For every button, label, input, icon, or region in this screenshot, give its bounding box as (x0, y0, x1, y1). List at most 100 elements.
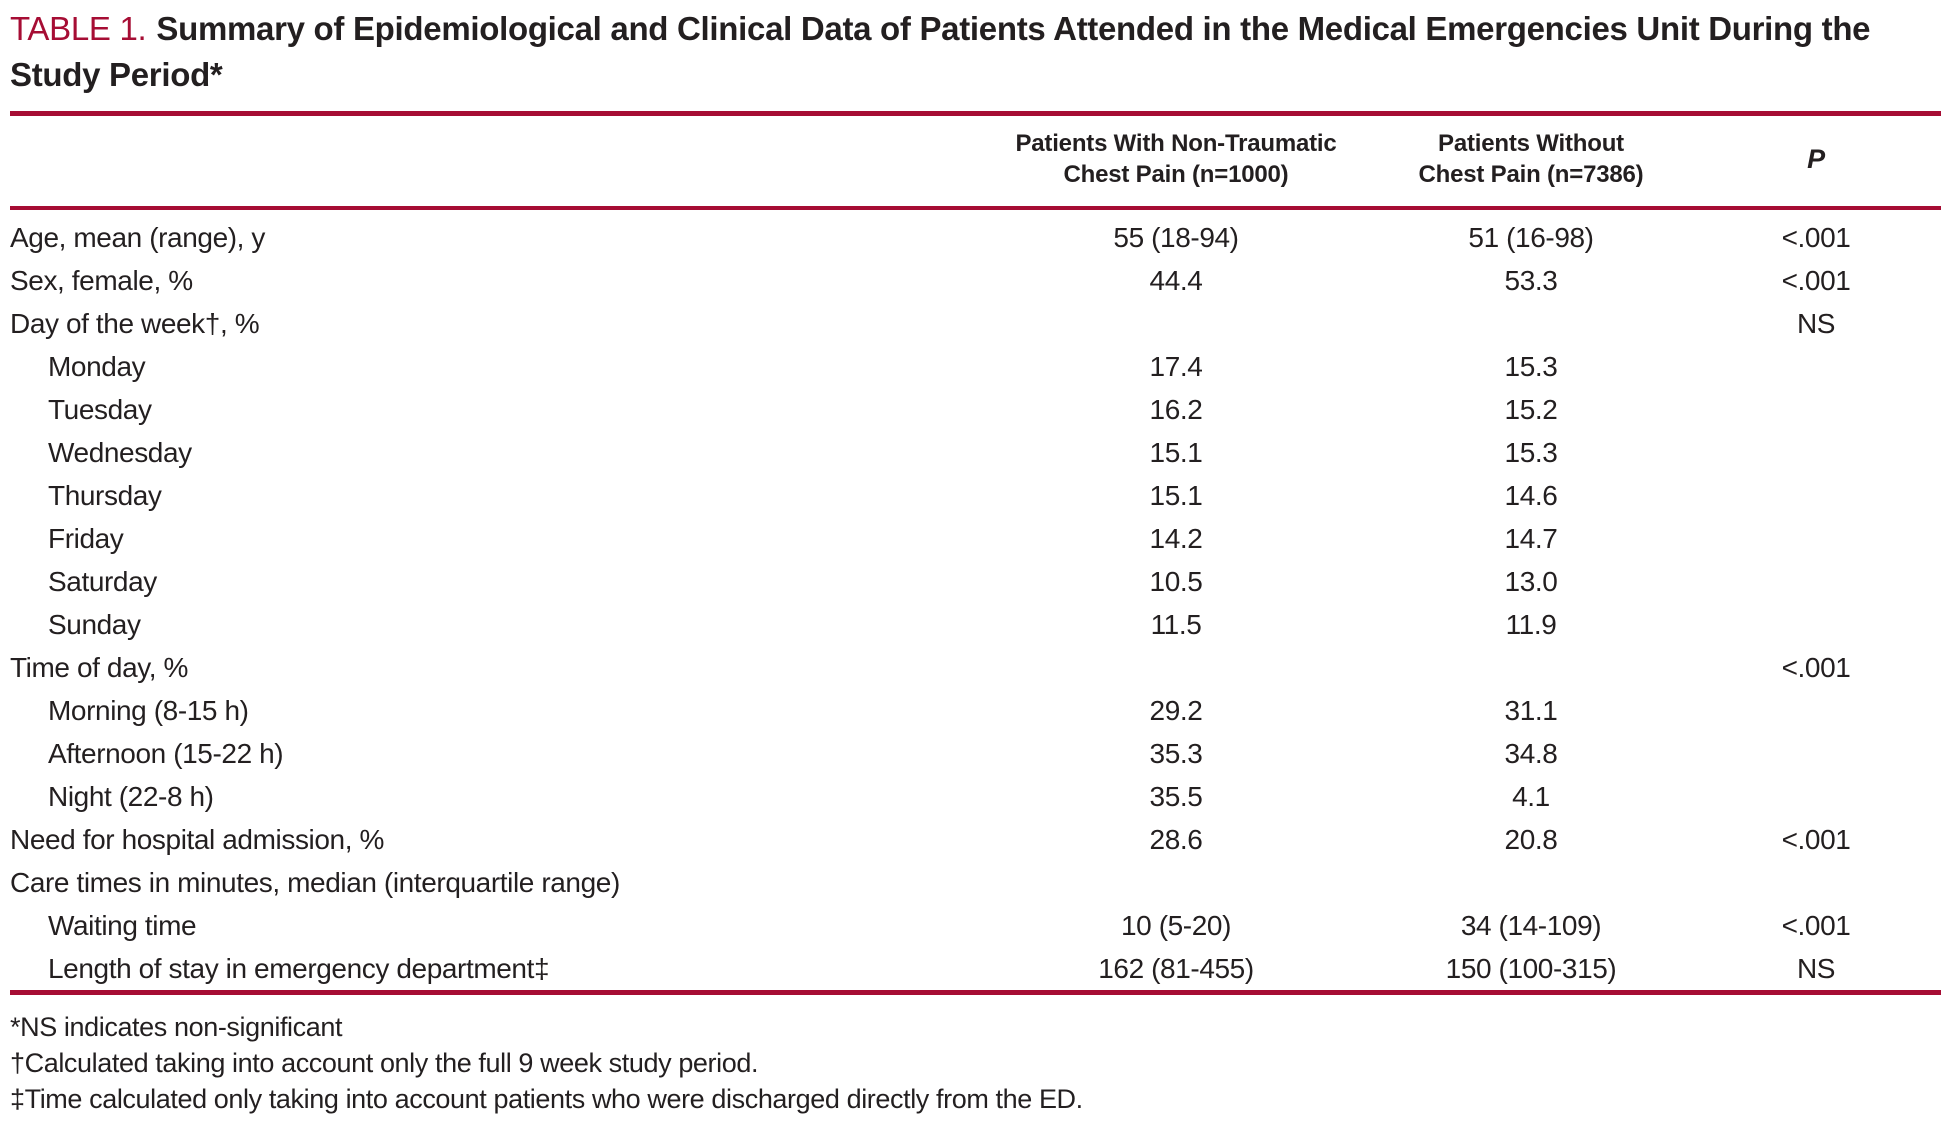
table-row: Thursday 15.1 14.6 (10, 474, 1941, 517)
column-header-line: Chest Pain (n=1000) (1063, 161, 1289, 188)
p-value: NS (1796, 308, 1836, 339)
value-nochestpain: 31.1 (1504, 695, 1558, 726)
table-row: Morning (8-15 h) 29.2 31.1 (10, 689, 1941, 732)
table-row: Day of the week†, % NS (10, 302, 1941, 345)
value-nontraumatic: 16.2 (1149, 394, 1203, 425)
table-row: Waiting time 10 (5-20) 34 (14-109) <.001 (10, 904, 1941, 947)
value-nontraumatic: 15.1 (1149, 437, 1203, 468)
p-value: <.001 (1781, 222, 1851, 253)
p-value (1691, 431, 1941, 474)
value-nontraumatic (981, 302, 1371, 345)
column-header-rowlabels (10, 114, 981, 209)
value-nochestpain (1371, 302, 1691, 345)
value-nontraumatic: 11.5 (1150, 609, 1202, 640)
row-label: Afternoon (15-22 h) (48, 738, 284, 769)
table-row: Age, mean (range), y 55 (18-94) 51 (16-98)… (10, 208, 1941, 259)
p-value: <.001 (1781, 265, 1851, 296)
value-nochestpain (1371, 646, 1691, 689)
p-value: <.001 (1781, 910, 1851, 941)
footnote-dagger: †Calculated taking into account only the… (10, 1048, 759, 1078)
table-row: Care times in minutes, median (interquar… (10, 861, 1941, 904)
value-nontraumatic: 15.1 (1149, 480, 1203, 511)
table-row: Length of stay in emergency department‡ 1… (10, 947, 1941, 993)
value-nontraumatic (981, 646, 1371, 689)
value-nontraumatic: 35.3 (1149, 738, 1203, 769)
value-nontraumatic: 17.4 (1149, 351, 1203, 382)
value-nochestpain: 15.3 (1504, 351, 1558, 382)
table-number-label: TABLE 1. (10, 10, 147, 47)
row-label: Monday (48, 351, 146, 382)
row-label: Wednesday (48, 437, 192, 468)
table-row: Sex, female, % 44.4 53.3 <.001 (10, 259, 1941, 302)
p-value (1691, 732, 1941, 775)
value-nontraumatic: 29.2 (1149, 695, 1203, 726)
row-label: Need for hospital admission, % (10, 824, 384, 855)
table-title: TABLE 1. Summary of Epidemiological and C… (10, 6, 1941, 98)
value-nontraumatic (981, 861, 1371, 904)
table-row: Saturday 10.5 13.0 (10, 560, 1941, 603)
value-nochestpain: 11.9 (1505, 609, 1557, 640)
table-row: Wednesday 15.1 15.3 (10, 431, 1941, 474)
value-nochestpain: 15.3 (1504, 437, 1558, 468)
table-row: Sunday 11.5 11.9 (10, 603, 1941, 646)
row-label: Friday (48, 523, 124, 554)
column-header-nochestpain: Patients Without Chest Pain (n=7386) (1371, 114, 1691, 209)
p-value (1691, 345, 1941, 388)
footnote-double-dagger: ‡Time calculated only taking into accoun… (10, 1084, 1083, 1114)
table-body: Age, mean (range), y 55 (18-94) 51 (16-98)… (10, 208, 1941, 993)
row-label: Sunday (48, 609, 141, 640)
row-label: Night (22-8 h) (48, 781, 214, 812)
table-footnotes: *NS indicates non-significant †Calculate… (10, 1009, 1941, 1117)
column-header-line: Patients With Non-Traumatic (1015, 130, 1337, 157)
column-header-nontraumatic: Patients With Non-Traumatic Chest Pain (… (981, 114, 1371, 209)
row-label: Morning (8-15 h) (48, 695, 249, 726)
table-header: Patients With Non-Traumatic Chest Pain (… (10, 113, 1941, 209)
table-row: Need for hospital admission, % 28.6 20.8 <.… (10, 818, 1941, 861)
value-nontraumatic: 55 (18-94) (1113, 222, 1239, 253)
value-nochestpain: 53.3 (1504, 265, 1558, 296)
p-value (1691, 861, 1941, 904)
p-value (1691, 603, 1941, 646)
row-label: Age, mean (range), y (10, 222, 266, 253)
p-value (1691, 689, 1941, 732)
footnote-ns: *NS indicates non-significant (10, 1012, 343, 1042)
p-value (1691, 474, 1941, 517)
value-nontraumatic: 10 (5-20) (1120, 910, 1231, 941)
row-label: Sex, female, % (10, 265, 193, 296)
table-row: Afternoon (15-22 h) 35.3 34.8 (10, 732, 1941, 775)
column-header-line: Chest Pain (n=7386) (1418, 161, 1644, 188)
table-row: Friday 14.2 14.7 (10, 517, 1941, 560)
row-label: Length of stay in emergency department‡ (48, 953, 550, 984)
value-nontraumatic: 10.5 (1149, 566, 1203, 597)
data-table: Patients With Non-Traumatic Chest Pain (… (10, 111, 1941, 995)
row-label: Day of the week†, % (10, 308, 260, 339)
value-nochestpain: 34 (14-109) (1460, 910, 1602, 941)
p-value: <.001 (1781, 652, 1851, 683)
table-caption: Summary of Epidemiological and Clinical … (10, 10, 1871, 93)
row-label: Tuesday (48, 394, 152, 425)
value-nontraumatic: 35.5 (1149, 781, 1203, 812)
table-row: Night (22-8 h) 35.5 4.1 (10, 775, 1941, 818)
p-value (1691, 775, 1941, 818)
value-nochestpain: 15.2 (1504, 394, 1558, 425)
value-nochestpain: 13.0 (1504, 566, 1558, 597)
table-row: Tuesday 16.2 15.2 (10, 388, 1941, 431)
row-label: Waiting time (48, 910, 197, 941)
value-nontraumatic: 44.4 (1149, 265, 1203, 296)
header-row: Patients With Non-Traumatic Chest Pain (… (10, 113, 1941, 209)
table-row: Time of day, % <.001 (10, 646, 1941, 689)
p-value (1691, 517, 1941, 560)
value-nontraumatic: 28.6 (1149, 824, 1203, 855)
column-header-pvalue: P (1691, 114, 1941, 209)
value-nochestpain: 20.8 (1504, 824, 1558, 855)
value-nochestpain (1371, 861, 1691, 904)
p-value (1691, 560, 1941, 603)
row-label: Care times in minutes, median (interquar… (10, 867, 620, 898)
p-value: <.001 (1781, 824, 1851, 855)
p-value: NS (1796, 953, 1836, 984)
table-row: Monday 17.4 15.3 (10, 345, 1941, 388)
column-header-line: P (1807, 143, 1825, 174)
value-nontraumatic: 162 (81-455) (1098, 953, 1254, 984)
value-nochestpain: 4.1 (1512, 781, 1550, 812)
row-label: Time of day, % (10, 652, 189, 683)
